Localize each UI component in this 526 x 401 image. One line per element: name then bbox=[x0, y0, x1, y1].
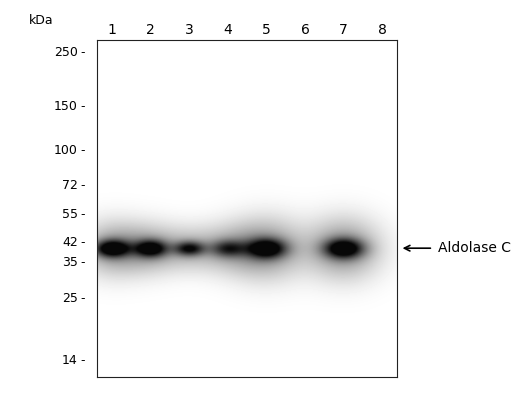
Text: -: - bbox=[81, 256, 85, 269]
Text: 35: 35 bbox=[62, 256, 78, 269]
Text: 3: 3 bbox=[185, 23, 194, 37]
Text: -: - bbox=[81, 179, 85, 192]
Text: 8: 8 bbox=[378, 23, 387, 37]
Text: 72: 72 bbox=[62, 179, 78, 192]
Text: 14: 14 bbox=[62, 354, 78, 367]
Text: 42: 42 bbox=[62, 237, 78, 249]
Text: -: - bbox=[81, 354, 85, 367]
Text: Aldolase C: Aldolase C bbox=[438, 241, 511, 255]
Text: kDa: kDa bbox=[29, 14, 54, 26]
Text: -: - bbox=[81, 46, 85, 59]
Text: 250: 250 bbox=[54, 46, 78, 59]
Text: 100: 100 bbox=[54, 144, 78, 157]
Text: 6: 6 bbox=[300, 23, 309, 37]
Text: -: - bbox=[81, 100, 85, 113]
Text: 4: 4 bbox=[224, 23, 232, 37]
Text: 1: 1 bbox=[108, 23, 117, 37]
Text: -: - bbox=[81, 208, 85, 221]
Text: 5: 5 bbox=[262, 23, 271, 37]
Text: 2: 2 bbox=[146, 23, 155, 37]
Text: -: - bbox=[81, 144, 85, 157]
Text: -: - bbox=[81, 237, 85, 249]
Text: 7: 7 bbox=[339, 23, 348, 37]
Text: 25: 25 bbox=[62, 292, 78, 305]
Text: 55: 55 bbox=[62, 208, 78, 221]
Text: -: - bbox=[81, 292, 85, 305]
Text: 150: 150 bbox=[54, 100, 78, 113]
